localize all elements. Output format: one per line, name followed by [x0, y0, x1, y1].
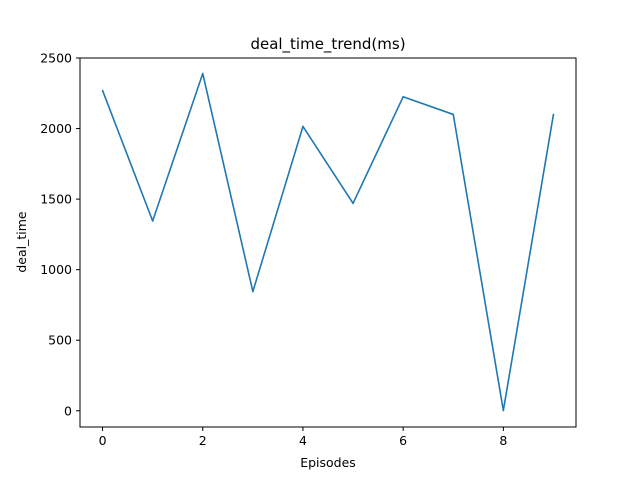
data-point	[502, 409, 505, 412]
data-point	[402, 96, 404, 98]
data-point	[151, 220, 154, 222]
y-tick-label: 1000	[40, 262, 72, 277]
axes-frame	[79, 57, 577, 428]
data-point	[352, 202, 354, 205]
x-tick-label: 2	[199, 433, 207, 448]
plot-area	[101, 72, 555, 412]
x-tick-label: 0	[99, 433, 107, 448]
y-tick-label: 2000	[40, 121, 72, 136]
data-point	[552, 113, 555, 116]
chart-title: deal_time_trend(ms)	[250, 35, 405, 54]
x-tick-label: 4	[299, 433, 307, 448]
x-tick-label: 6	[399, 433, 407, 448]
axis-ticks: 0 2 4 6 8 0 500 1000 1500 2000 2500	[40, 51, 507, 449]
data-point	[452, 113, 455, 116]
y-axis-label: deal_time	[14, 211, 29, 273]
y-tick-label: 2500	[40, 51, 72, 66]
data-point	[302, 125, 304, 128]
x-axis-label: Episodes	[300, 455, 356, 470]
y-tick-label: 0	[64, 403, 72, 418]
series-line-0	[101, 72, 555, 412]
x-tick-label: 8	[499, 433, 507, 448]
data-point	[252, 290, 254, 293]
y-tick-label: 500	[48, 333, 72, 348]
y-tick-label: 1500	[40, 192, 72, 207]
data-point	[201, 72, 204, 75]
data-point	[101, 89, 104, 92]
